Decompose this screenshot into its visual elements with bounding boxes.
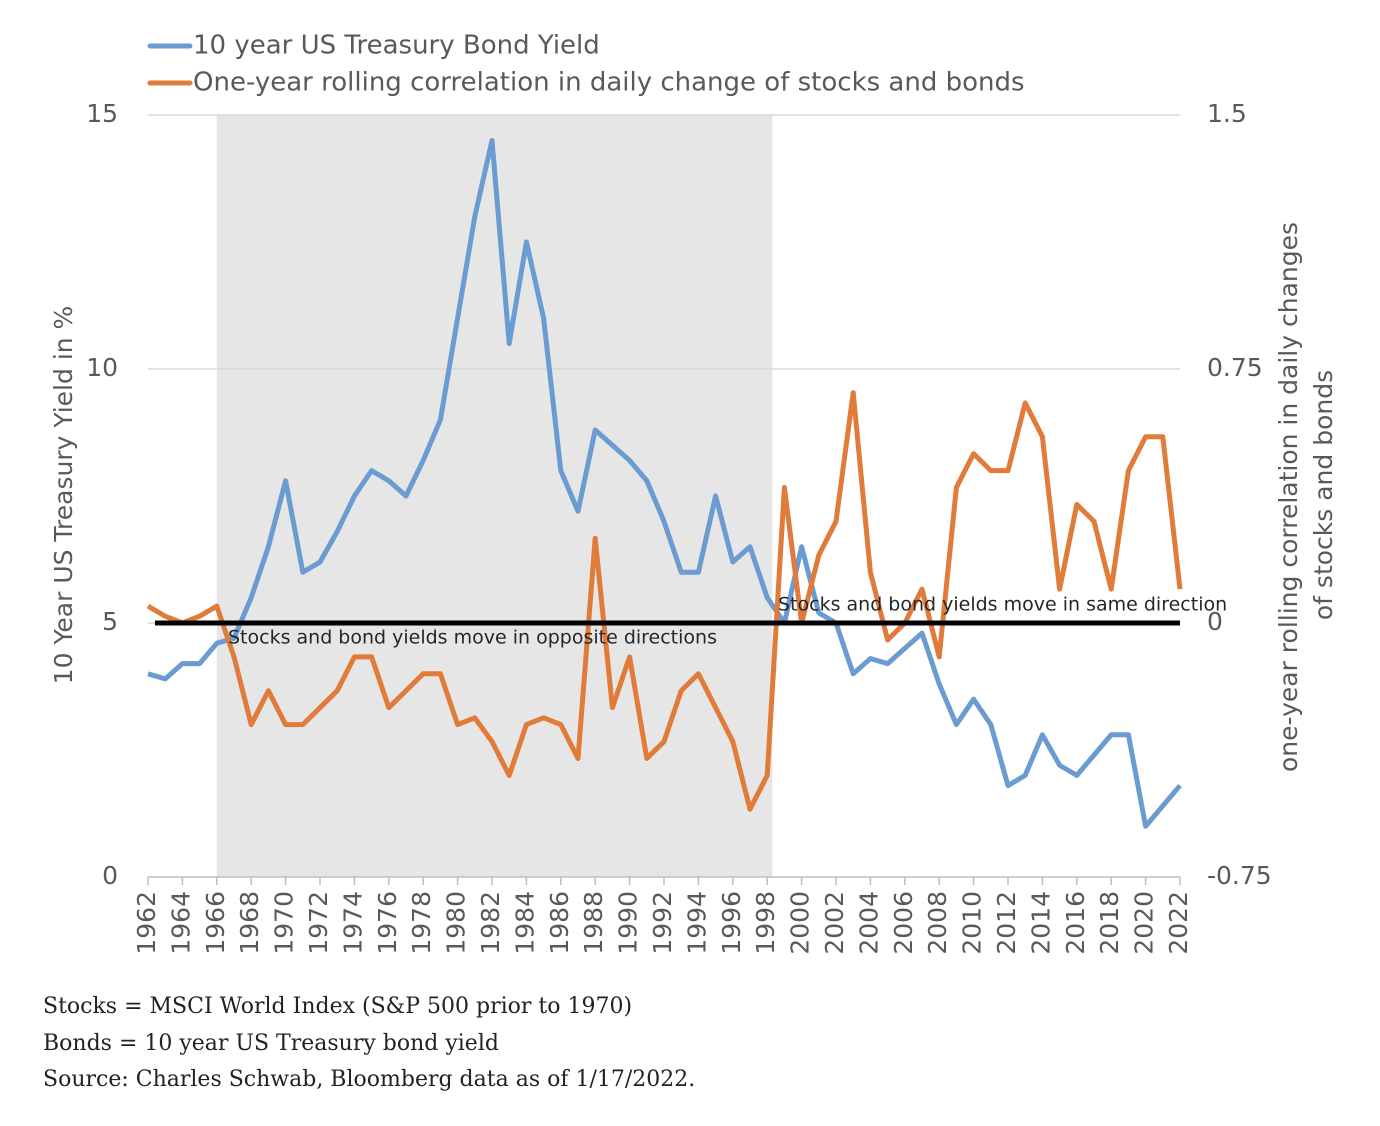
x-tick-label: 1964 <box>166 891 195 955</box>
x-tick-label: 1998 <box>751 891 780 955</box>
x-tick-label: 1974 <box>338 891 367 955</box>
legend-label: One-year rolling correlation in daily ch… <box>193 68 1025 98</box>
x-tick-label: 1990 <box>614 891 643 955</box>
x-tick-label: 1962 <box>132 891 161 955</box>
y2-tick-label: 1.5 <box>1207 99 1247 128</box>
x-tick-label: 1992 <box>648 891 677 955</box>
x-tick-label: 1980 <box>442 891 471 955</box>
legend-label: 10 year US Treasury Bond Yield <box>193 31 600 61</box>
y-tick-label: 5 <box>102 607 118 636</box>
shaded-region <box>216 115 773 877</box>
x-tick-label: 2020 <box>1130 891 1159 955</box>
x-tick-label: 1968 <box>235 891 264 955</box>
x-tick-label: 1982 <box>476 891 505 955</box>
x-tick-label: 2016 <box>1061 891 1090 955</box>
x-tick-label: 1996 <box>717 891 746 955</box>
note: Source: Charles Schwab, Bloomberg data a… <box>43 1067 695 1092</box>
x-tick-label: 2014 <box>1026 891 1055 955</box>
x-tick-label: 1988 <box>579 891 608 955</box>
x-tick-label: 2002 <box>820 891 849 955</box>
y-tick-label: 15 <box>86 99 118 128</box>
x-tick-label: 1994 <box>682 891 711 955</box>
note: Stocks = MSCI World Index (S&P 500 prior… <box>43 994 632 1019</box>
y2-tick-label: 0 <box>1207 607 1223 636</box>
x-tick-label: 1978 <box>407 891 436 955</box>
x-tick-label: 1970 <box>270 891 299 955</box>
annotation: Stocks and bond yields move in same dire… <box>778 594 1227 616</box>
y-tick-label: 10 <box>86 353 118 382</box>
annotation: Stocks and bond yields move in opposite … <box>228 627 717 649</box>
y2-axis-title: of stocks and bonds <box>1309 370 1338 620</box>
x-tick-label: 1984 <box>510 891 539 955</box>
x-tick-label: 1976 <box>373 891 402 955</box>
y2-tick-label: -0.75 <box>1207 861 1272 890</box>
x-tick-label: 2018 <box>1095 891 1124 955</box>
y-tick-label: 0 <box>102 861 118 890</box>
x-tick-label: 2008 <box>923 891 952 955</box>
x-tick-label: 2000 <box>786 891 815 955</box>
y2-axis-title: one-year rolling correlation in daily ch… <box>1274 222 1303 772</box>
x-tick-label: 1986 <box>545 891 574 955</box>
note: Bonds = 10 year US Treasury bond yield <box>43 1031 499 1056</box>
x-tick-label: 2006 <box>889 891 918 955</box>
x-tick-label: 1972 <box>304 891 333 955</box>
y2-tick-label: 0.75 <box>1207 353 1263 382</box>
x-tick-label: 1966 <box>201 891 230 955</box>
x-tick-label: 2022 <box>1164 891 1193 955</box>
data-line <box>147 137 1182 829</box>
data-line <box>146 390 1183 812</box>
x-tick-label: 2012 <box>992 891 1021 955</box>
y-axis-title: 10 Year US Treasury Yield in % <box>49 306 78 685</box>
x-tick-label: 2010 <box>958 891 987 955</box>
x-tick-label: 2004 <box>854 891 883 955</box>
